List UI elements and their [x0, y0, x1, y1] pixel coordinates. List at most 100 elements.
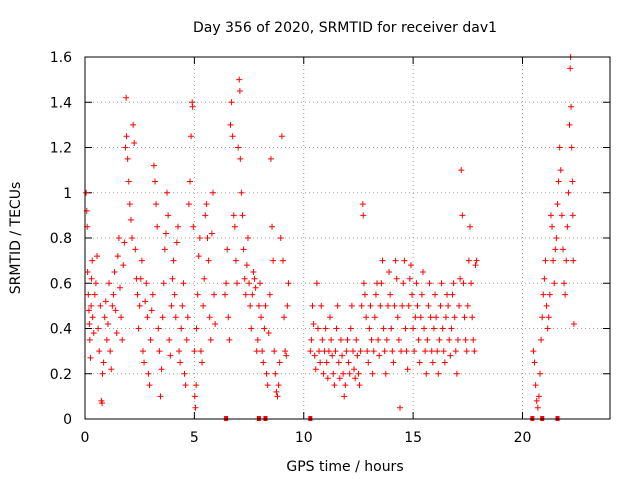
data-point	[559, 246, 566, 253]
data-point	[149, 291, 156, 298]
data-point	[141, 359, 148, 366]
data-point	[456, 302, 463, 309]
data-point	[258, 314, 265, 321]
data-point	[442, 314, 449, 321]
data-point	[85, 307, 92, 314]
data-point	[251, 275, 258, 282]
data-point	[393, 275, 400, 282]
data-point	[284, 302, 291, 309]
data-point	[351, 366, 358, 373]
x-tick-label: 15	[404, 430, 422, 446]
data-point	[95, 325, 102, 332]
data-point	[178, 325, 185, 332]
data-point	[542, 257, 549, 264]
data-point	[172, 314, 179, 321]
data-point	[317, 359, 324, 366]
data-point	[277, 235, 284, 241]
data-point	[447, 352, 454, 359]
y-tick-label: 1.4	[50, 95, 72, 111]
data-point	[191, 393, 198, 400]
data-point	[168, 302, 175, 309]
data-point	[407, 262, 414, 269]
data-point	[111, 268, 118, 275]
data-point	[150, 162, 157, 169]
data-point	[472, 262, 479, 269]
data-point	[426, 280, 433, 287]
data-point	[190, 223, 197, 230]
data-point	[354, 352, 361, 359]
data-point	[543, 302, 550, 309]
data-point	[180, 280, 187, 287]
data-point	[319, 336, 326, 343]
data-point	[166, 336, 173, 343]
data-point	[248, 325, 255, 332]
data-point	[312, 366, 319, 373]
data-point	[342, 382, 349, 389]
data-point	[406, 275, 413, 282]
y-tick-label: 0.4	[50, 322, 72, 338]
data-point	[127, 216, 134, 223]
data-point	[322, 325, 329, 332]
data-point	[204, 235, 211, 241]
data-point	[155, 325, 162, 332]
data-point	[362, 291, 368, 298]
data-point	[240, 246, 247, 253]
data-point	[201, 275, 208, 282]
data-point	[390, 359, 397, 366]
data-point	[550, 257, 557, 264]
data-point	[364, 348, 371, 355]
data-point	[192, 404, 199, 411]
data-point	[333, 325, 340, 332]
data-point	[457, 275, 464, 282]
data-point	[103, 336, 110, 343]
data-point	[380, 325, 387, 332]
data-point	[91, 291, 98, 298]
data-point	[356, 382, 363, 389]
data-point	[224, 246, 231, 253]
data-point	[231, 223, 238, 230]
data-point	[146, 382, 153, 389]
data-point	[206, 314, 213, 321]
data-point	[438, 280, 445, 287]
data-point	[249, 291, 256, 298]
data-point	[123, 133, 130, 140]
data-point	[170, 257, 177, 264]
data-point	[414, 302, 421, 309]
data-point	[274, 393, 281, 400]
data-point	[197, 348, 204, 355]
data-point	[353, 336, 360, 343]
data-point	[209, 189, 216, 196]
data-point	[537, 370, 543, 377]
data-point	[87, 354, 94, 361]
data-point	[448, 325, 455, 332]
data-point	[137, 275, 144, 282]
data-point	[253, 348, 260, 355]
data-point	[564, 223, 571, 230]
data-point	[416, 359, 423, 366]
data-point	[533, 397, 540, 404]
data-point	[452, 348, 459, 355]
data-point	[360, 280, 367, 287]
data-point	[126, 201, 133, 208]
data-point	[444, 291, 451, 298]
data-point	[205, 257, 212, 264]
data-point	[176, 348, 183, 355]
data-point	[397, 404, 403, 411]
data-point	[394, 314, 401, 321]
data-point	[567, 65, 574, 72]
data-point	[265, 330, 272, 337]
data-point	[282, 348, 289, 355]
data-point	[398, 348, 405, 355]
data-point	[99, 370, 106, 377]
data-point	[158, 366, 165, 373]
data-point	[157, 393, 164, 400]
data-point	[199, 359, 206, 366]
data-point	[250, 268, 257, 275]
data-point	[266, 291, 273, 298]
axis-ticks	[84, 56, 610, 420]
data-point	[446, 336, 453, 343]
data-point	[531, 359, 538, 366]
data-point	[200, 302, 207, 309]
x-tick-label: 20	[514, 430, 532, 446]
data-point	[161, 246, 168, 253]
